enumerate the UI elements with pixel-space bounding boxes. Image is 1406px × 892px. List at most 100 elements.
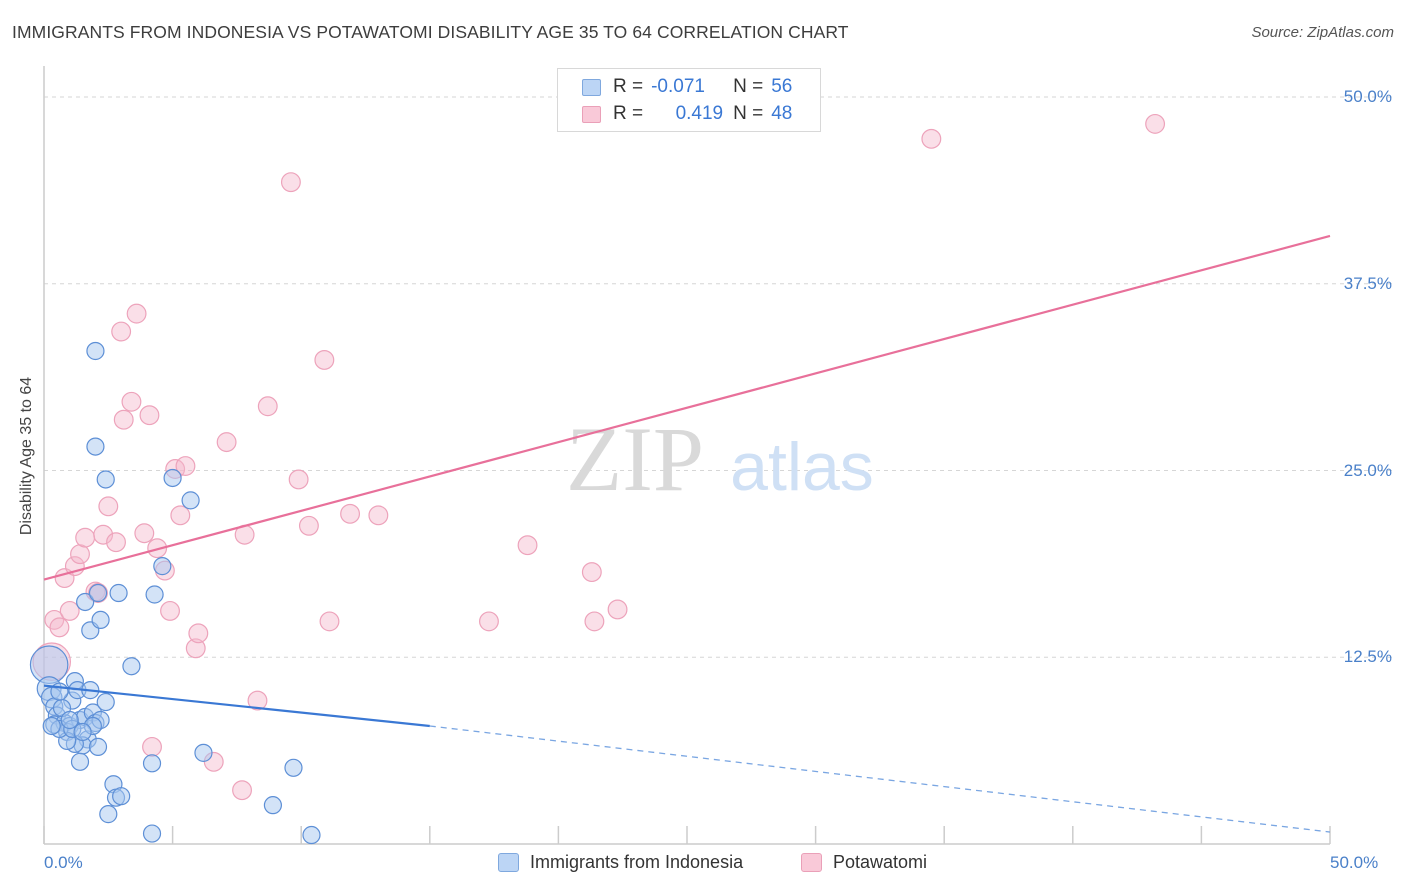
- r-label: R =: [613, 103, 644, 124]
- potawatomi-point: [216, 432, 237, 453]
- chart-source: Source: ZipAtlas.com: [1251, 24, 1394, 41]
- indonesia-point: [263, 796, 283, 815]
- potawatomi-point: [298, 515, 319, 536]
- potawatomi-point: [288, 469, 309, 490]
- indonesia-points: [29, 341, 321, 845]
- potawatomi-point: [113, 409, 134, 430]
- potawatomi-point: [98, 496, 119, 517]
- potawatomi-point: [1145, 113, 1166, 134]
- chart-title: IMMIGRANTS FROM INDONESIA VS POTAWATOMI …: [12, 22, 849, 42]
- potawatomi-point: [188, 623, 209, 644]
- potawatomi-point: [142, 736, 162, 757]
- indonesia-point: [284, 758, 303, 777]
- indonesia-point: [60, 710, 79, 730]
- potawatomi-point: [368, 505, 389, 526]
- indonesia-point: [194, 743, 213, 762]
- legend-row-indonesia: R = -0.071 N = 56: [582, 76, 792, 98]
- potawatomi-point: [257, 396, 278, 417]
- indonesia-point: [42, 716, 61, 736]
- legend-row-potawatomi: R = 0.419 N = 48: [582, 103, 792, 125]
- potawatomi-points: [32, 113, 1166, 801]
- potawatomi-point: [340, 503, 361, 524]
- potawatomi-point: [134, 523, 155, 544]
- trend-lines: [43, 234, 1331, 833]
- indonesia-point: [302, 825, 321, 845]
- bottom-legend-potawatomi: Potawatomi: [801, 852, 927, 873]
- r-value: 0.419: [675, 103, 724, 124]
- indonesia-point: [88, 737, 108, 756]
- potawatomi-point: [59, 600, 80, 621]
- pink-swatch-icon: [801, 853, 822, 872]
- indonesia-point: [145, 585, 164, 604]
- correlation-legend: R = -0.071 N = 56 R = 0.419 N = 48: [557, 68, 821, 132]
- potawatomi-point: [314, 349, 335, 370]
- indonesia-point: [153, 557, 172, 576]
- bottom-legend-label: Potawatomi: [833, 852, 928, 872]
- gridlines: [44, 96, 1392, 658]
- potawatomi-point: [139, 405, 160, 426]
- x-tick-max: 50.0%: [1330, 853, 1379, 872]
- potawatomi-point: [517, 535, 538, 556]
- indonesia-point: [142, 754, 162, 773]
- bottom-legend-label: Immigrants from Indonesia: [530, 852, 744, 872]
- x-tick-min: 0.0%: [44, 853, 83, 872]
- potawatomi-point: [584, 611, 605, 632]
- n-label: N =: [733, 76, 764, 97]
- y-tick-label: 37.5%: [1343, 273, 1392, 293]
- bottom-legend-indonesia: Immigrants from Indonesia: [498, 852, 743, 873]
- potawatomi-point: [93, 524, 114, 545]
- axes: [43, 66, 1331, 845]
- n-label: N =: [733, 103, 764, 124]
- indonesia-point: [109, 583, 128, 603]
- potawatomi-point: [49, 617, 70, 638]
- indonesia-point: [142, 824, 162, 843]
- indonesia-point: [86, 341, 105, 361]
- indonesia-point: [70, 752, 90, 771]
- potawatomi-point: [126, 303, 147, 324]
- potawatomi-point: [581, 562, 602, 583]
- potawatomi-point: [479, 611, 499, 632]
- indonesia-point: [99, 805, 118, 824]
- indonesia-point: [96, 692, 115, 712]
- potawatomi-point: [121, 391, 142, 412]
- potawatomi-point: [319, 611, 340, 632]
- watermark-zip: ZIP: [566, 408, 704, 510]
- indonesia-point: [163, 468, 182, 488]
- potawatomi-point: [170, 505, 191, 526]
- potawatomi-point: [607, 599, 628, 620]
- potawatomi-point: [185, 638, 206, 659]
- indonesia-point: [76, 592, 95, 612]
- potawatomi-point: [106, 532, 126, 553]
- potawatomi-point: [70, 544, 90, 565]
- blue-swatch-icon: [498, 853, 519, 872]
- potawatomi-point: [75, 527, 96, 548]
- n-value: 48: [771, 103, 793, 124]
- indonesia-point: [88, 583, 108, 603]
- indonesia-point: [112, 787, 131, 806]
- r-value: -0.071: [651, 76, 705, 97]
- watermark-atlas: atlas: [730, 429, 874, 505]
- blue-swatch-icon: [582, 78, 601, 96]
- potawatomi-point: [921, 128, 942, 149]
- potawatomi-point: [111, 321, 132, 342]
- n-value: 56: [771, 76, 793, 97]
- indonesia-point: [91, 610, 110, 630]
- indonesia-point: [181, 491, 200, 510]
- indonesia-trend-extension: [429, 725, 1331, 833]
- indonesia-point: [96, 470, 115, 489]
- indonesia-point: [73, 722, 92, 742]
- y-tick-label: 12.5%: [1343, 647, 1392, 667]
- potawatomi-point: [232, 780, 252, 801]
- potawatomi-point: [175, 456, 196, 476]
- potawatomi-point: [247, 690, 268, 711]
- y-tick-label: 50.0%: [1343, 87, 1392, 106]
- potawatomi-trend-line: [43, 234, 1331, 581]
- r-label: R =: [613, 76, 644, 97]
- indonesia-point: [86, 437, 105, 456]
- indonesia-trend-line: [43, 684, 430, 728]
- potawatomi-point: [160, 600, 180, 621]
- indonesia-point: [122, 657, 141, 676]
- y-tick-label: 25.0%: [1343, 460, 1392, 480]
- pink-swatch-icon: [582, 105, 601, 123]
